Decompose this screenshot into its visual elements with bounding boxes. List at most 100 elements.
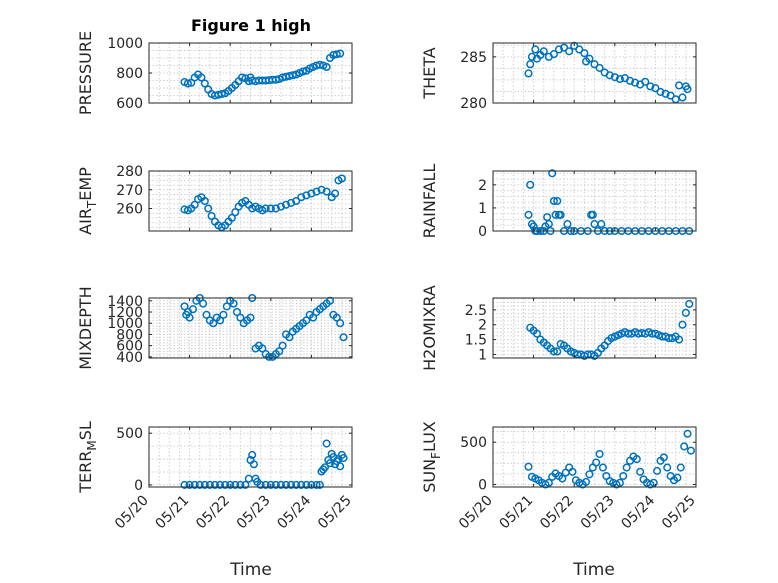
data-point bbox=[526, 60, 535, 69]
data-point bbox=[227, 213, 236, 222]
data-point bbox=[231, 480, 240, 489]
data-point bbox=[641, 77, 650, 86]
data-point bbox=[531, 45, 540, 54]
data-point bbox=[322, 62, 331, 72]
data-point bbox=[681, 308, 690, 317]
data-point bbox=[597, 220, 606, 229]
figure-title: Figure 1 high bbox=[191, 16, 311, 35]
y-tick-label: 500 bbox=[460, 435, 487, 451]
data-point bbox=[292, 196, 301, 206]
data-point bbox=[548, 169, 557, 178]
y-tick-label: 280 bbox=[116, 164, 143, 180]
data-point bbox=[226, 480, 235, 489]
data-point bbox=[276, 480, 286, 489]
marker-series bbox=[180, 174, 346, 232]
data-point bbox=[585, 470, 594, 479]
data-point bbox=[580, 49, 589, 58]
data-point bbox=[216, 480, 225, 489]
y-tick-label: 600 bbox=[116, 96, 143, 112]
y-axis-label-rest: LUX bbox=[420, 421, 439, 452]
data-point bbox=[271, 75, 280, 84]
marker-series bbox=[524, 41, 692, 104]
y-tick-label: 2.5 bbox=[465, 303, 487, 319]
data-point bbox=[298, 67, 307, 76]
data-point bbox=[632, 455, 641, 464]
y-axis-label: SUNFLUX bbox=[420, 421, 443, 493]
data-point bbox=[558, 474, 567, 483]
data-point bbox=[554, 45, 564, 54]
y-axis-label-subscript: T bbox=[85, 200, 99, 209]
data-point bbox=[322, 439, 331, 448]
data-point bbox=[656, 87, 665, 96]
data-point bbox=[595, 449, 604, 459]
data-point bbox=[287, 198, 296, 207]
y-axis-label: THETA bbox=[420, 47, 439, 99]
data-point bbox=[680, 442, 689, 451]
axes-frame bbox=[148, 170, 353, 232]
data-point bbox=[663, 463, 672, 472]
y-axis-label-subscript: M bbox=[85, 440, 99, 450]
data-point bbox=[556, 210, 565, 219]
y-tick-label: 260 bbox=[116, 202, 143, 218]
data-point bbox=[297, 480, 306, 489]
data-point bbox=[241, 480, 250, 489]
data-point bbox=[199, 299, 208, 308]
data-point bbox=[221, 480, 230, 489]
data-point bbox=[302, 480, 311, 489]
data-point bbox=[686, 446, 695, 455]
data-point bbox=[237, 73, 247, 82]
data-point bbox=[568, 467, 577, 476]
data-point bbox=[570, 41, 579, 50]
data-point bbox=[315, 480, 324, 489]
data-point bbox=[183, 79, 192, 88]
data-point bbox=[231, 208, 240, 217]
axes-frame bbox=[492, 426, 697, 488]
data-point bbox=[200, 196, 209, 206]
y-tick-label: 0 bbox=[478, 224, 487, 240]
y-axis-label: RAINFALL bbox=[420, 164, 439, 239]
data-point bbox=[615, 74, 624, 84]
data-point bbox=[527, 52, 536, 61]
axes-frame bbox=[492, 42, 697, 104]
data-point bbox=[312, 187, 321, 196]
y-tick-label: 1200 bbox=[107, 305, 143, 321]
data-point bbox=[271, 480, 280, 489]
y-tick-label: 0 bbox=[134, 478, 143, 494]
data-point bbox=[276, 202, 286, 211]
data-point bbox=[320, 463, 329, 472]
y-tick-label: 600 bbox=[116, 339, 143, 355]
marker-series bbox=[180, 49, 345, 100]
y-axis-label-subscript: F bbox=[429, 452, 443, 459]
data-point bbox=[302, 316, 311, 325]
data-point bbox=[526, 180, 535, 189]
data-point bbox=[261, 480, 270, 489]
data-point bbox=[315, 60, 324, 69]
data-point bbox=[610, 73, 619, 82]
data-point bbox=[232, 307, 242, 317]
y-axis-label-main: AIR bbox=[76, 208, 95, 235]
data-point bbox=[292, 480, 301, 489]
data-point bbox=[683, 85, 692, 94]
data-point bbox=[258, 344, 267, 353]
data-point bbox=[636, 467, 645, 476]
data-point bbox=[544, 478, 553, 487]
marker-series bbox=[180, 439, 348, 489]
y-axis-label: PRESSURE bbox=[76, 31, 95, 115]
y-tick-label: 1400 bbox=[107, 294, 143, 310]
data-point bbox=[285, 333, 294, 342]
data-point bbox=[312, 480, 321, 489]
data-point bbox=[281, 200, 291, 209]
y-axis-label-main: TERR bbox=[76, 451, 95, 494]
axes-frame bbox=[148, 426, 353, 488]
data-point bbox=[524, 69, 533, 78]
data-point bbox=[539, 47, 548, 56]
data-point bbox=[590, 60, 599, 69]
data-point bbox=[549, 50, 558, 59]
data-point bbox=[288, 71, 297, 80]
data-point bbox=[565, 47, 574, 56]
data-point bbox=[549, 196, 558, 206]
data-point bbox=[205, 480, 214, 489]
data-point bbox=[222, 302, 231, 311]
data-point bbox=[229, 299, 238, 308]
